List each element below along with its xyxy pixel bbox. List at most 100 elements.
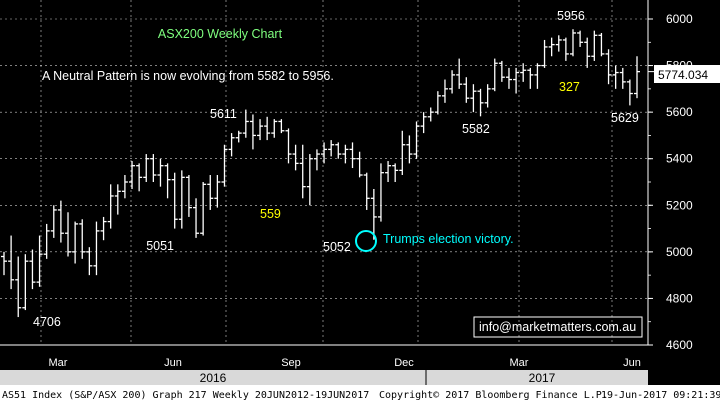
ohlc-bar — [278, 119, 285, 134]
annotation-559: 559 — [260, 207, 281, 221]
ohlc-bar — [143, 154, 150, 182]
footer-right: 19-Jun-2017 09:21:39 — [601, 390, 720, 401]
footer: AS51 Index (S&P/ASX 200) Graph 217 Weekl… — [0, 385, 720, 403]
ohlc-bar — [257, 119, 264, 141]
ohlc-bar — [50, 205, 57, 238]
ohlc-bar — [634, 56, 640, 99]
ohlc-bar — [214, 175, 221, 208]
ohlc-bar — [57, 200, 64, 243]
ohlc-bar — [200, 182, 207, 236]
ohlc-bar — [121, 175, 128, 199]
y-tick-label: 5200 — [666, 198, 693, 212]
ohlc-bar — [114, 184, 121, 215]
ohlc-bar — [178, 170, 185, 229]
annotation-5629: 5629 — [611, 111, 639, 125]
ohlc-bar — [193, 198, 200, 238]
contact-email[interactable]: info@marketmatters.com.au — [479, 320, 636, 334]
annotation-5956: 5956 — [557, 9, 585, 23]
ohlc-bar — [619, 67, 626, 89]
annotation-5611: 5611 — [210, 107, 237, 121]
ohlc-bar — [370, 188, 377, 240]
ohlc-bar — [392, 163, 399, 182]
ohlc-bar — [8, 235, 15, 290]
ohlc-bar — [292, 144, 299, 171]
ohlc-bar — [235, 130, 242, 143]
ohlc-bar — [171, 172, 178, 229]
ohlc-bar — [434, 91, 441, 115]
ohlc-bar — [185, 175, 192, 217]
footer-center: Copyright© 2017 Bloomberg Finance L.P. — [379, 390, 608, 401]
ohlc-bar — [527, 67, 534, 89]
ohlc-bar — [29, 249, 36, 290]
x-tick-label: Mar — [510, 357, 529, 369]
ohlc-bar — [285, 128, 292, 164]
ohlc-bar — [427, 107, 434, 122]
last-price-box: 5774.034 — [654, 65, 720, 83]
election-marker-circle — [355, 230, 377, 252]
ohlc-bar — [342, 144, 349, 164]
ohlc-bar — [569, 29, 576, 57]
annotation-trumps-election-victory: Trumps election victory. — [383, 232, 514, 246]
ohlc-bar — [513, 67, 520, 94]
ohlc-bar — [221, 144, 228, 187]
ohlc-bar — [313, 149, 320, 171]
ohlc-bar — [271, 119, 278, 138]
ohlc-bar — [363, 172, 370, 210]
ohlc-bar — [548, 37, 555, 57]
ohlc-bar — [1, 251, 7, 276]
annotation-5052: 5052 — [323, 240, 351, 254]
ohlc-bar — [562, 37, 569, 61]
ohlc-bar — [484, 84, 491, 108]
grid — [0, 0, 648, 346]
ohlc-bar — [93, 221, 100, 276]
ohlc-bar — [577, 30, 584, 47]
last-price-label: 5774.034 — [658, 68, 708, 82]
ohlc-bar — [86, 247, 93, 276]
ohlc-bar — [150, 154, 157, 182]
ohlc-bar — [43, 223, 50, 259]
y-tick-label: 5000 — [666, 245, 693, 259]
annotations: 4706 5051 5611 559 5052 5582 327 5956 5629 Trumps… — [33, 9, 639, 329]
ohlc-bar — [328, 140, 335, 157]
ohlc-bar — [72, 221, 79, 264]
ohlc-bar — [491, 58, 498, 92]
ohlc-bar — [441, 79, 448, 103]
year-band — [0, 370, 648, 385]
ohlc-bar — [15, 256, 22, 318]
ohlc-bar — [541, 39, 548, 68]
x-tick-label: Sep — [281, 357, 301, 369]
ohlc-bar — [598, 32, 605, 57]
ohlc-bar — [207, 175, 214, 210]
ohlc-bar — [456, 58, 463, 89]
ohlc-bar — [22, 254, 29, 311]
ohlc-bar — [477, 88, 484, 117]
ohlc-bar — [335, 142, 342, 159]
year-label: 2017 — [529, 371, 556, 385]
ohlc-bar — [164, 163, 171, 199]
ohlc-bar — [377, 163, 384, 222]
y-axis: 60005800560054005200500048004600 — [647, 0, 693, 352]
ohlc-bar — [65, 212, 72, 257]
x-tick-label: Dec — [394, 357, 414, 369]
ohlc-bar — [406, 135, 413, 164]
ohlc-bar — [420, 112, 427, 134]
y-tick-label: 4600 — [666, 338, 693, 352]
y-tick-label: 4800 — [666, 291, 693, 305]
ohlc-bar — [470, 84, 477, 113]
ohlc-bar — [449, 70, 456, 94]
ohlc-bar — [555, 35, 562, 52]
contact-box[interactable]: info@marketmatters.com.au — [473, 316, 643, 338]
price-bars — [1, 29, 640, 318]
ohlc-bar — [520, 63, 527, 82]
ohlc-bar — [349, 142, 356, 169]
ohlc-bar — [299, 144, 306, 199]
ohlc-bar — [228, 133, 235, 157]
x-tick-label: Mar — [49, 357, 68, 369]
ohlc-bar — [157, 158, 164, 187]
ohlc-bar — [505, 67, 512, 89]
y-tick-label: 5400 — [666, 152, 693, 166]
ohlc-bar — [129, 161, 136, 189]
ohlc-bar — [136, 163, 143, 192]
ohlc-bar — [100, 216, 107, 241]
ohlc-bar — [584, 37, 591, 68]
